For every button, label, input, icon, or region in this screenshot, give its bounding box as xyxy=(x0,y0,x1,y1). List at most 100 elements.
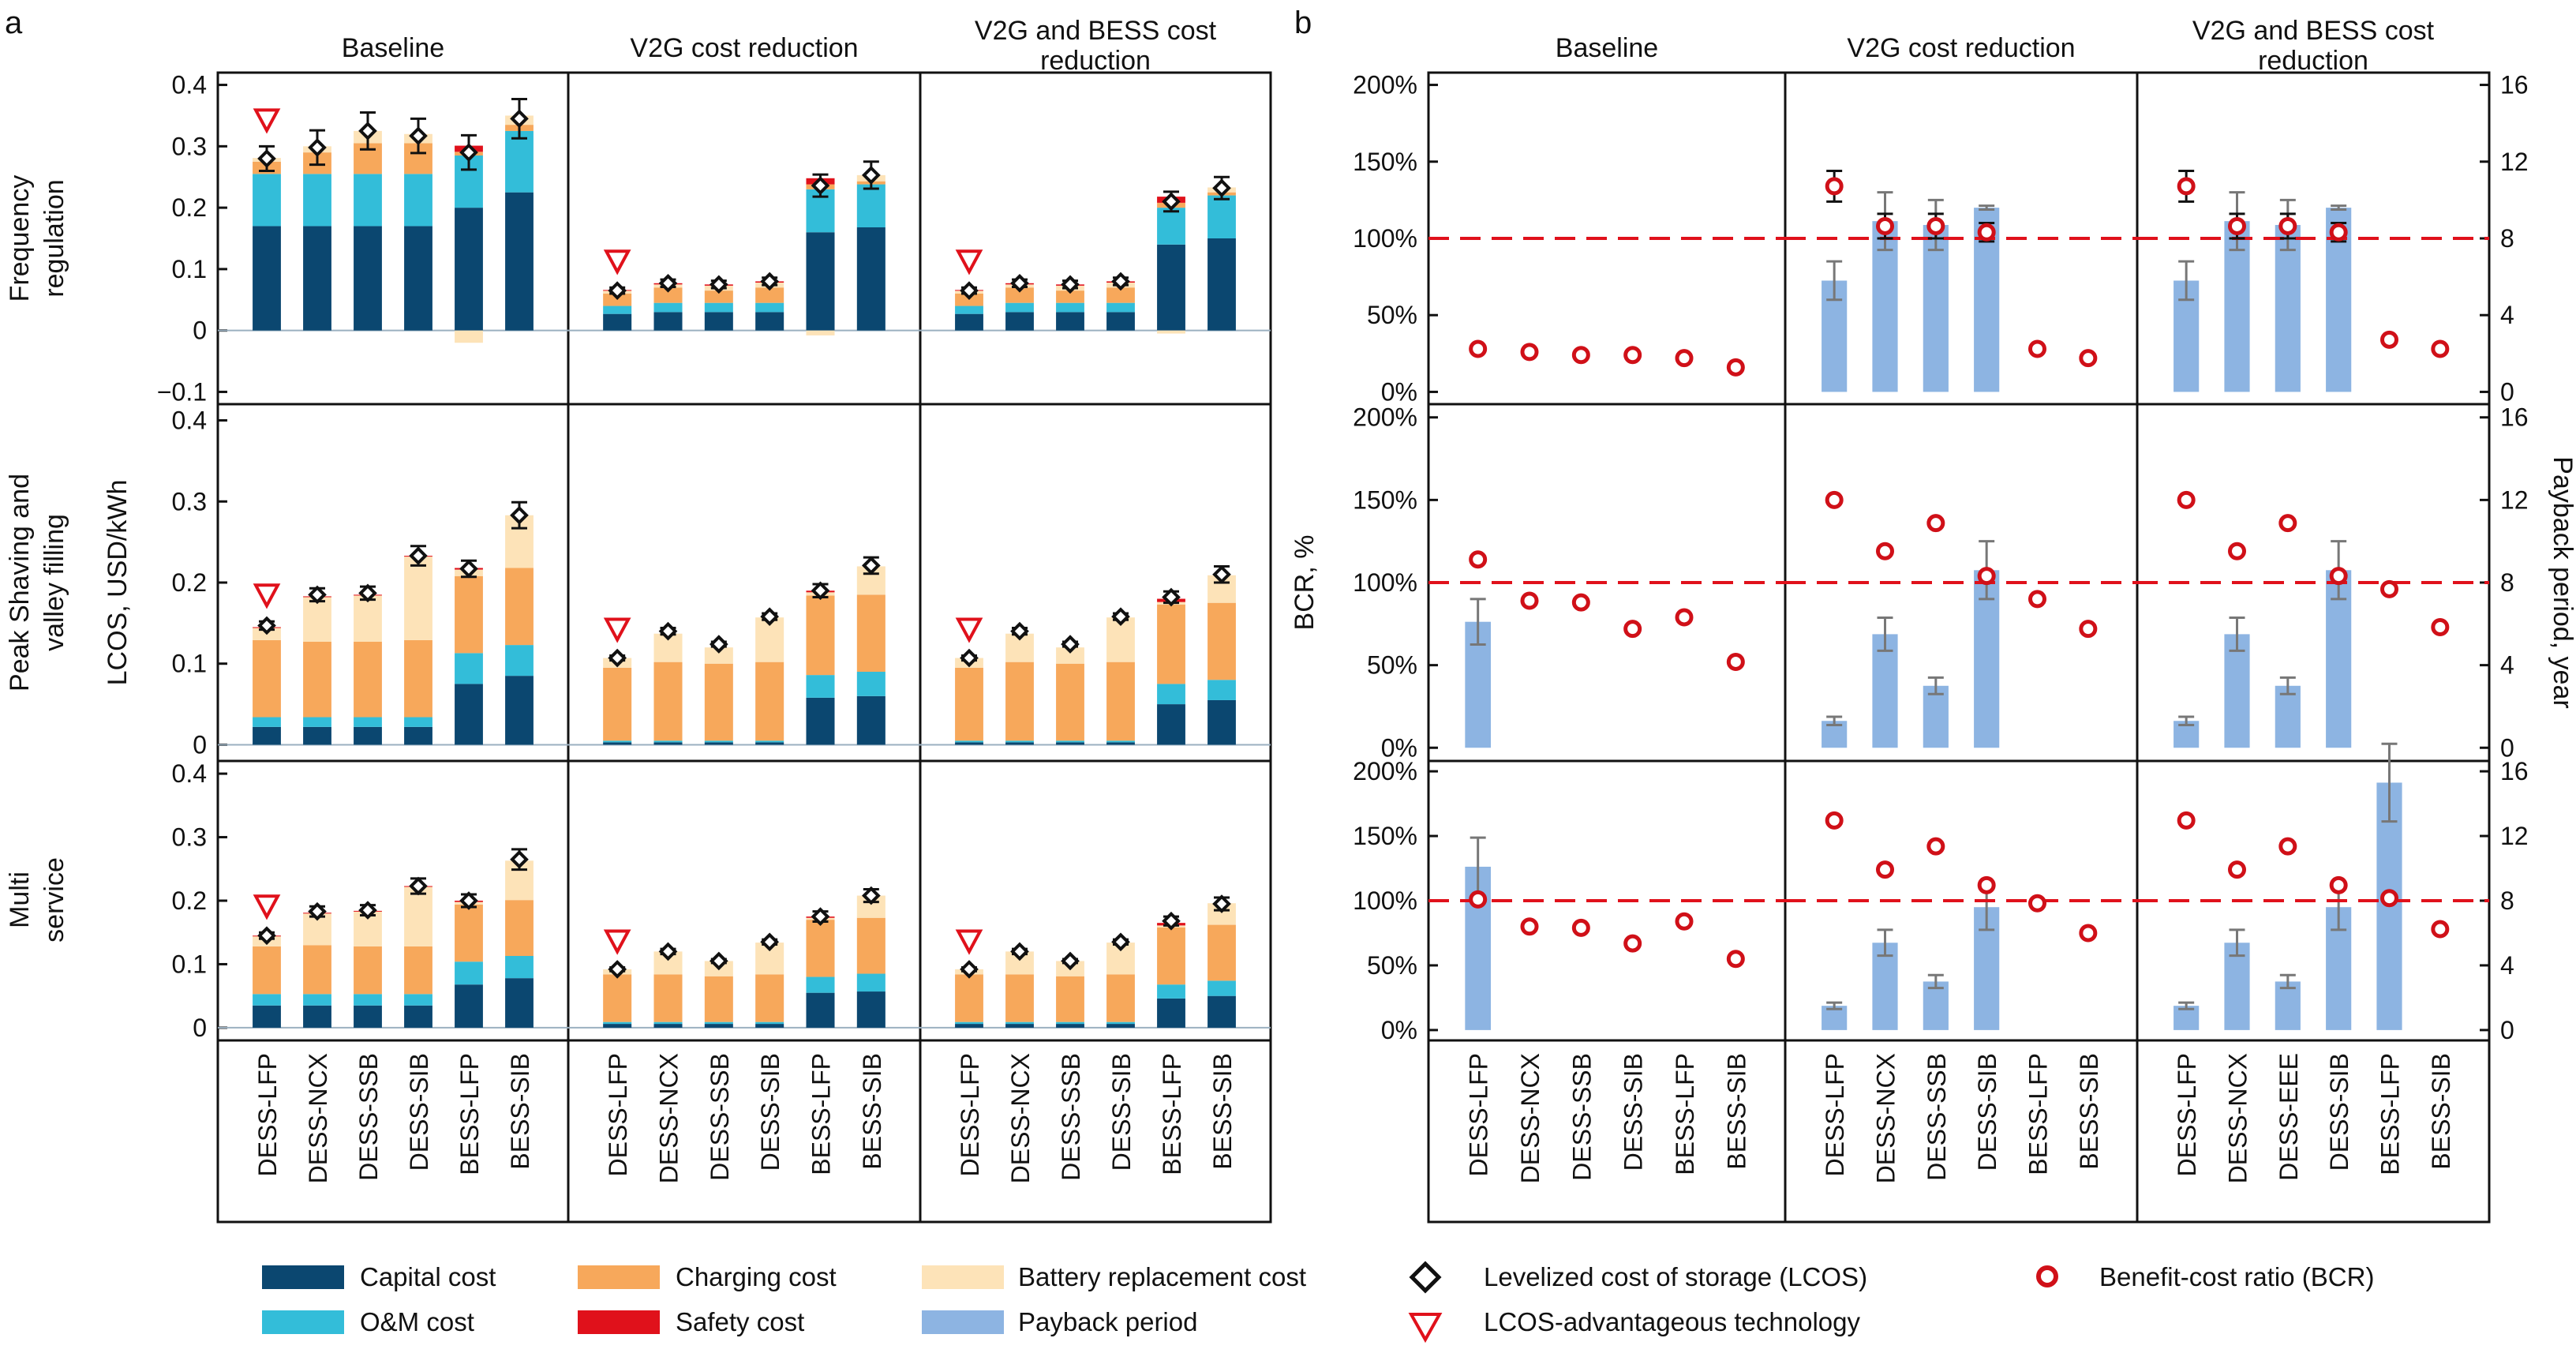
lcos-bar-segment xyxy=(653,742,683,745)
lcos-marker xyxy=(811,176,830,195)
y-tick-label-right: 8 xyxy=(2500,224,2514,253)
bcr-marker xyxy=(2079,924,2098,943)
lcos-bar-segment xyxy=(1106,1021,1135,1025)
payback-bar xyxy=(1923,224,1949,392)
y-tick-label: 0.2 xyxy=(172,193,207,222)
lcos-bar-segment xyxy=(505,676,534,745)
lcos-bar-segment xyxy=(856,594,886,672)
y-tick-label: −0.1 xyxy=(157,377,207,406)
lcos-bar-segment xyxy=(1056,742,1084,745)
lcos-bar-segment xyxy=(653,302,683,313)
lcos-bar-segment xyxy=(704,1021,733,1025)
legend-label-lcos: Levelized cost of storage (LCOS) xyxy=(1484,1262,1867,1291)
lcos-bar-segment xyxy=(1208,238,1236,331)
lcos-marker xyxy=(710,951,728,971)
lcos-marker xyxy=(862,166,881,185)
lcos-marker xyxy=(608,648,627,668)
lcos-bar-segment xyxy=(955,305,983,314)
lcos-bar-segment xyxy=(806,675,835,698)
bcr-marker xyxy=(2431,339,2450,358)
lcos-marker xyxy=(960,648,979,668)
y-tick-label-right: 12 xyxy=(2500,485,2529,514)
category-label: DESS-SSB xyxy=(1057,1053,1085,1181)
lcos-bar-segment xyxy=(253,226,281,331)
row-title-peak-line1: Peak Shaving and xyxy=(5,474,35,691)
lcos-bar-segment xyxy=(303,1005,331,1028)
lcos-bar-segment xyxy=(1056,976,1084,1022)
category-label: DESS-SSB xyxy=(1923,1053,1951,1181)
lcos-bar-segment xyxy=(1208,195,1236,238)
lcos-marker xyxy=(308,585,327,605)
lcos-marker xyxy=(658,273,678,293)
lcos-bar-segment xyxy=(505,192,534,331)
bcr-marker xyxy=(1926,837,1945,856)
lcos-marker xyxy=(811,907,830,926)
lcos-marker xyxy=(1111,932,1130,952)
y-tick-label-right: 0 xyxy=(2500,377,2514,406)
lcos-marker xyxy=(710,275,728,294)
lcos-advantage-marker xyxy=(955,249,983,275)
lcos-bar-segment xyxy=(303,726,331,745)
y-tick-label-right: 4 xyxy=(2500,951,2514,980)
legend: Capital cost O&M cost Charging cost Safe… xyxy=(262,1261,2374,1344)
lcos-bar-segment xyxy=(404,726,432,745)
row-title-multi-line2: service xyxy=(39,857,69,943)
lcos-bar-segment xyxy=(505,900,534,956)
lcos-marker xyxy=(1111,607,1130,626)
y-tick-label-left: 150% xyxy=(1353,822,1417,850)
lcos-bar-segment xyxy=(856,917,886,974)
lcos-bar-segment xyxy=(1005,742,1034,745)
lcos-bar-segment xyxy=(404,946,432,995)
category-label: DESS-LFP xyxy=(2173,1053,2201,1176)
lcos-bar-segment xyxy=(1106,662,1135,741)
lcos-marker xyxy=(358,122,377,141)
lcos-bar-segment xyxy=(704,663,733,741)
bcr-marker xyxy=(1726,950,1745,969)
payback-axis-label: Payback period, year xyxy=(2548,456,2576,708)
legend-label-advantage: LCOS-advantageous technology xyxy=(1484,1307,1860,1336)
payback-bar xyxy=(1872,634,1898,748)
lcos-marker xyxy=(1061,275,1080,294)
lcos-bar-segment xyxy=(1208,602,1236,680)
y-tick-label-left: 0% xyxy=(1381,733,1417,762)
category-label: DESS-SSB xyxy=(354,1053,383,1181)
y-tick-label: 0.2 xyxy=(172,886,207,915)
bcr-marker xyxy=(1675,912,1694,931)
y-tick-label-right: 4 xyxy=(2500,301,2514,329)
panel-a-lcos-chart: Baseline V2G cost reduction V2G and BESS c… xyxy=(5,16,1272,1224)
legend-label-bcr: Benefit-cost ratio (BCR) xyxy=(2099,1262,2374,1291)
lcos-bar-segment xyxy=(1056,302,1084,313)
lcos-marker xyxy=(510,505,529,525)
y-tick-label-left: 50% xyxy=(1367,301,1417,329)
lcos-bar-segment xyxy=(1005,302,1034,313)
y-tick-label: 0.2 xyxy=(172,568,207,597)
bcr-marker xyxy=(1977,223,1996,242)
lcos-bar-segment xyxy=(1157,208,1185,245)
y-tick-label-left: 100% xyxy=(1353,568,1417,597)
column-title-v2g-bess-line1: V2G and BESS cost xyxy=(2192,16,2435,46)
lcos-bar-segment xyxy=(755,740,784,743)
lcos-bar-segment xyxy=(856,672,886,696)
y-tick-label-right: 0 xyxy=(2500,733,2514,762)
lcos-marker xyxy=(257,926,276,946)
lcos-bar-segment xyxy=(253,946,281,995)
lcos-bar-segment xyxy=(603,305,632,314)
lcos-bar-segment xyxy=(354,226,382,331)
lcos-bar-segment xyxy=(1157,704,1185,745)
lcos-bar-segment xyxy=(856,973,886,992)
lcos-bar-segment xyxy=(1106,287,1135,303)
lcos-marker xyxy=(1061,635,1080,654)
lcos-bar-segment xyxy=(755,287,784,303)
bcr-marker xyxy=(2079,620,2098,639)
category-label: DESS-SSB xyxy=(706,1053,734,1181)
bcr-axis-label: BCR, % xyxy=(1290,535,1320,631)
bcr-marker xyxy=(2228,216,2246,235)
lcos-marker xyxy=(960,960,979,979)
bcr-marker xyxy=(2028,339,2046,358)
lcos-bar-segment xyxy=(653,312,683,331)
payback-bar xyxy=(1872,943,1898,1030)
lcos-advantage-marker xyxy=(603,617,631,643)
category-label: BESS-LFP xyxy=(1158,1053,1186,1175)
column-title-v2g-bess-line1: V2G and BESS cost xyxy=(975,16,1217,46)
